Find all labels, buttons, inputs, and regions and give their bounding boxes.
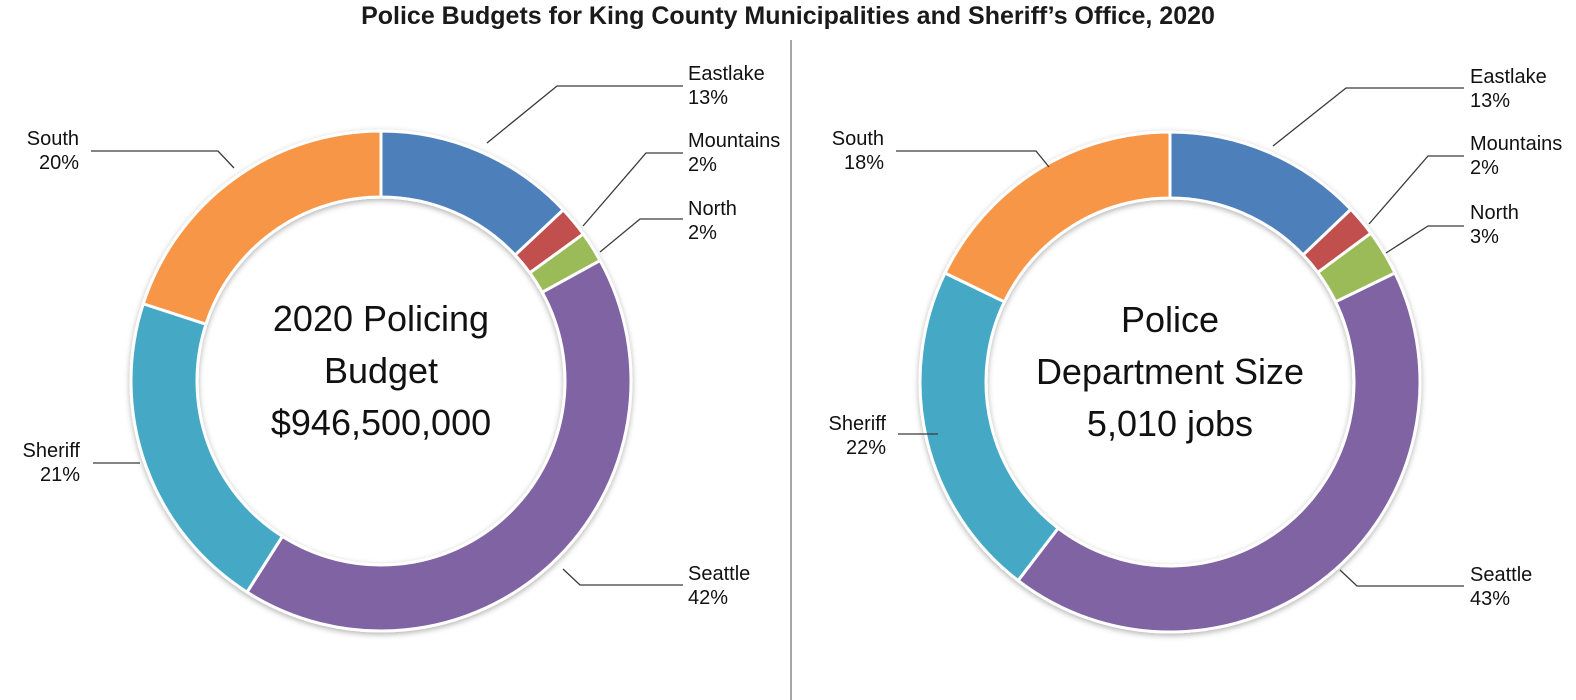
callout-label-seattle: Seattle 42% (688, 563, 750, 609)
slice-seattle (245, 259, 633, 633)
callout-label-north: North 3% (1470, 202, 1519, 248)
callout-label-mountains: Mountains 2% (688, 130, 780, 176)
leader-line-south (896, 150, 1050, 168)
center-label-department-size: Police Department Size 5,010 jobs (970, 294, 1370, 450)
callout-label-eastlake: Eastlake 13% (688, 63, 765, 109)
leader-line-north (599, 218, 683, 253)
center-line: Budget (323, 350, 439, 391)
slice-south (943, 130, 1172, 304)
leader-line-eastlake (486, 85, 683, 144)
donut-0 (129, 129, 633, 633)
callout-label-south: South 20% (27, 128, 79, 174)
center-label-budget: 2020 Policing Budget $946,500,000 (181, 293, 581, 449)
leader-line-mountains (1368, 155, 1464, 225)
donut-1 (918, 130, 1422, 634)
callout-label-sheriff: Sheriff 22% (829, 413, 887, 459)
callout-label-eastlake: Eastlake 13% (1470, 66, 1547, 112)
panel-divider (790, 40, 792, 700)
center-line: 5,010 jobs (1086, 403, 1254, 444)
leader-line-seattle (1339, 569, 1464, 587)
leader-line-south (91, 150, 235, 169)
callout-label-north: North 2% (688, 198, 737, 244)
leader-line-seattle (562, 568, 683, 586)
figure-title: Police Budgets for King County Municipal… (361, 2, 1215, 30)
callout-label-sheriff: Sheriff 21% (23, 440, 81, 486)
center-line: $946,500,000 (270, 402, 492, 443)
callout-label-seattle: Seattle 43% (1470, 564, 1532, 610)
callouts-0: Eastlake 13% Mountains 2% North 2% Seattle 42% S… (23, 63, 781, 609)
callout-label-south: South 18% (832, 128, 884, 174)
slice-south (141, 129, 383, 326)
callout-label-mountains: Mountains 2% (1470, 133, 1562, 179)
leader-line-north (1385, 225, 1464, 254)
leader-line-mountains (582, 152, 683, 227)
callouts-1: Eastlake 13% Mountains 2% North 3% Seattle 43% S… (829, 66, 1563, 610)
center-line: Department Size (1035, 351, 1305, 392)
center-line: 2020 Policing (272, 298, 490, 339)
center-line: Police (1120, 299, 1220, 340)
slice-seattle (1016, 271, 1422, 634)
leader-line-eastlake (1272, 87, 1464, 147)
